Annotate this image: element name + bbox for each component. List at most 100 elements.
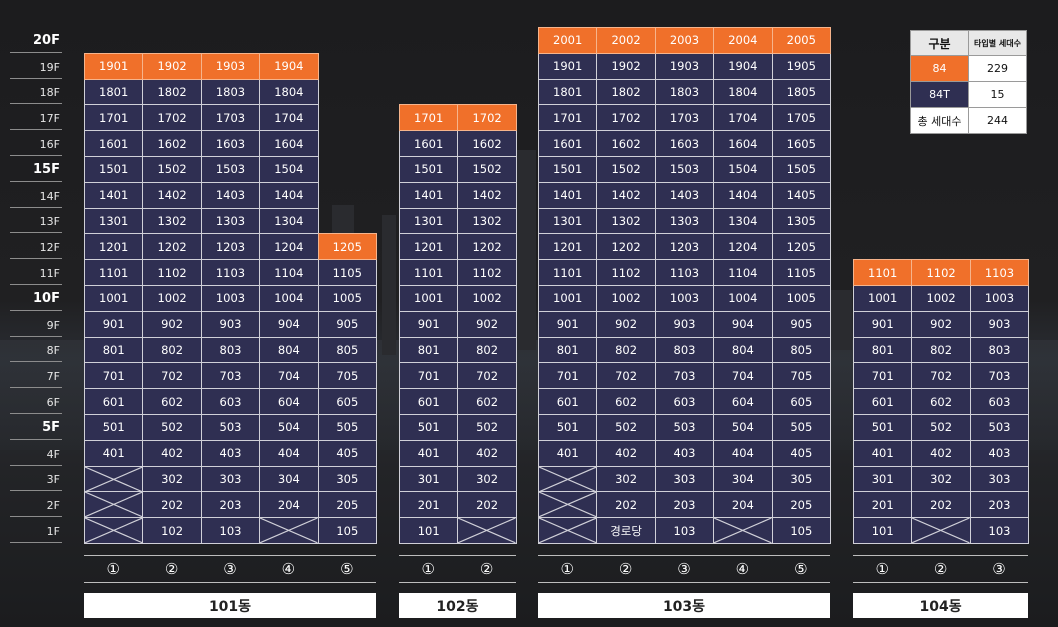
line-number: ① bbox=[875, 560, 889, 578]
floor-row: 18F bbox=[10, 79, 62, 105]
unit-cell: 1701 bbox=[538, 104, 598, 132]
unit-cell: 1602 bbox=[596, 130, 656, 157]
unit-cell: 1703 bbox=[200, 104, 261, 132]
unit-cell: 1105 bbox=[317, 259, 377, 286]
unit-cell: 1202 bbox=[596, 233, 656, 261]
unit-cell: 502 bbox=[596, 414, 656, 441]
unit-cell: 1002 bbox=[142, 285, 202, 312]
background-tower bbox=[830, 290, 852, 350]
unit-cell: 1401 bbox=[399, 181, 459, 209]
divider-line bbox=[538, 555, 830, 556]
empty-unit-cell bbox=[538, 465, 598, 493]
unit-cell: 1304 bbox=[259, 207, 319, 235]
floor-row: 9F bbox=[10, 311, 62, 337]
unit-cell: 1701 bbox=[399, 104, 459, 132]
unit-cell: 1003 bbox=[969, 285, 1030, 312]
divider-line bbox=[399, 555, 516, 556]
floor-row: 14F bbox=[10, 182, 62, 208]
line-number: ② bbox=[933, 560, 948, 578]
unit-cell: 804 bbox=[259, 336, 319, 364]
building-name: 102동 bbox=[399, 593, 516, 618]
unit-cell: 605 bbox=[317, 388, 377, 415]
unit-cell: 704 bbox=[713, 362, 773, 390]
floor-row: 1F bbox=[10, 517, 62, 543]
floor-row: 8F bbox=[10, 337, 62, 363]
unit-cell: 501 bbox=[399, 414, 459, 441]
unit-cell: 603 bbox=[200, 388, 261, 415]
floor-label: 20F bbox=[33, 32, 60, 48]
legend-type-84t: 84T bbox=[910, 81, 969, 108]
unit-cell: 901 bbox=[399, 310, 459, 338]
unit-cell: 1802 bbox=[596, 78, 656, 106]
unit-cell: 505 bbox=[317, 414, 377, 441]
unit-cell: 702 bbox=[457, 362, 517, 390]
unit-cell: 1404 bbox=[259, 181, 319, 209]
unit-cell: 202 bbox=[457, 491, 517, 519]
unit-cell: 601 bbox=[853, 388, 913, 415]
unit-cell: 604 bbox=[259, 388, 319, 415]
floor-label: 8F bbox=[46, 344, 60, 358]
unit-cell: 703 bbox=[200, 362, 261, 390]
unit-cell: 501 bbox=[853, 414, 913, 441]
floor-label: 4F bbox=[46, 447, 60, 461]
unit-cell: 801 bbox=[853, 336, 913, 364]
legend-header-type: 구분 bbox=[910, 30, 969, 56]
unit-cell: 1303 bbox=[654, 207, 715, 235]
floor-row: 12F bbox=[10, 233, 62, 260]
unit-cell: 1005 bbox=[317, 285, 377, 312]
line-number: ③ bbox=[992, 560, 1006, 578]
unit-cell: 1104 bbox=[259, 259, 319, 286]
unit-cell: 1205 bbox=[771, 233, 831, 261]
unit-cell: 604 bbox=[713, 388, 773, 415]
unit-cell: 2004 bbox=[713, 27, 773, 54]
unit-cell: 304 bbox=[713, 465, 773, 493]
unit-cell: 302 bbox=[911, 465, 971, 493]
unit-cell: 303 bbox=[200, 465, 261, 493]
unit-cell: 301 bbox=[399, 465, 459, 493]
unit-cell: 602 bbox=[596, 388, 656, 415]
unit-cell: 1701 bbox=[84, 104, 144, 132]
unit-cell: 1301 bbox=[84, 207, 144, 235]
unit-cell: 204 bbox=[259, 491, 319, 519]
unit-cell: 403 bbox=[200, 439, 261, 467]
unit-cell: 1901 bbox=[84, 52, 144, 80]
unit-cell: 1002 bbox=[457, 285, 517, 312]
unit-cell: 401 bbox=[538, 439, 598, 467]
unit-cell: 701 bbox=[538, 362, 598, 390]
unit-cell: 805 bbox=[771, 336, 831, 364]
unit-cell: 1103 bbox=[654, 259, 715, 286]
unit-cell: 1201 bbox=[399, 233, 459, 261]
unit-cell: 1502 bbox=[457, 156, 517, 183]
floor-row: 16F bbox=[10, 130, 62, 156]
unit-cell: 1904 bbox=[259, 52, 319, 80]
building-name: 101동 bbox=[84, 593, 376, 618]
floor-row: 5F bbox=[10, 414, 62, 440]
unit-cell: 302 bbox=[142, 465, 202, 493]
unit-cell: 903 bbox=[200, 310, 261, 338]
unit-cell: 601 bbox=[538, 388, 598, 415]
unit-cell: 404 bbox=[259, 439, 319, 467]
unit-cell: 505 bbox=[771, 414, 831, 441]
unit-cell: 2001 bbox=[538, 27, 598, 54]
unit-cell: 1302 bbox=[142, 207, 202, 235]
unit-cell: 801 bbox=[399, 336, 459, 364]
unit-cell: 503 bbox=[654, 414, 715, 441]
floor-label: 12F bbox=[39, 241, 60, 255]
unit-cell: 1002 bbox=[596, 285, 656, 312]
unit-cell: 502 bbox=[457, 414, 517, 441]
unit-cell: 1504 bbox=[259, 156, 319, 183]
unit-cell: 703 bbox=[654, 362, 715, 390]
floor-label: 3F bbox=[46, 473, 60, 487]
unit-cell: 201 bbox=[399, 491, 459, 519]
building-name: 103동 bbox=[538, 593, 830, 618]
floor-label: 14F bbox=[39, 189, 60, 203]
unit-cell: 1103 bbox=[200, 259, 261, 286]
unit-cell: 1602 bbox=[457, 130, 517, 157]
floor-row: 13F bbox=[10, 208, 62, 234]
unit-cell: 603 bbox=[969, 388, 1030, 415]
unit-cell: 1802 bbox=[142, 78, 202, 106]
unit-cell: 205 bbox=[771, 491, 831, 519]
unit-cell: 902 bbox=[596, 310, 656, 338]
divider-line bbox=[399, 582, 516, 583]
unit-cell: 1004 bbox=[259, 285, 319, 312]
